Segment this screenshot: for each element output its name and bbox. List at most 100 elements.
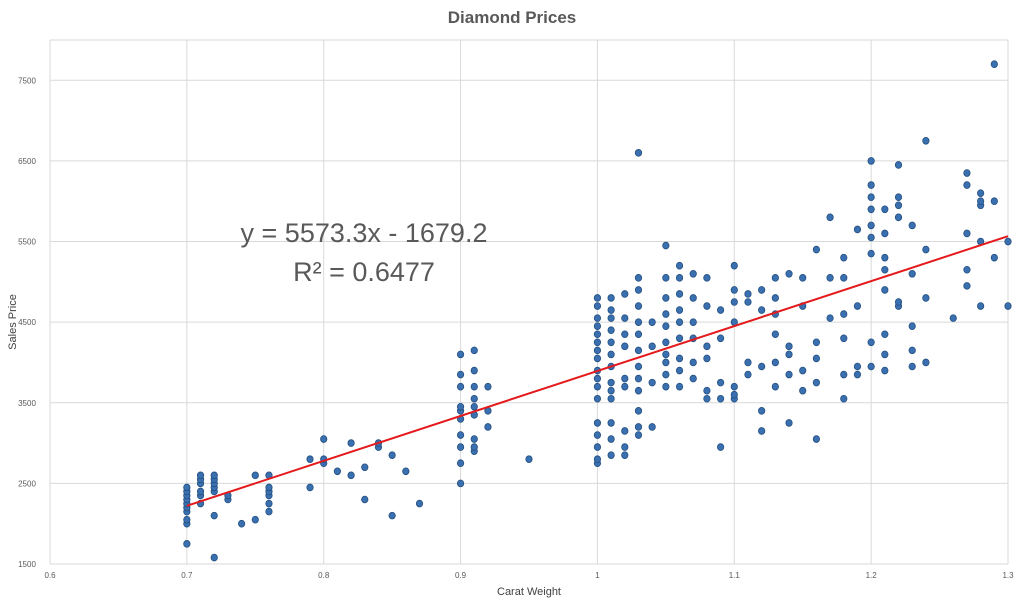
- data-point: [758, 306, 766, 314]
- data-point: [470, 366, 478, 375]
- data-point: [894, 298, 903, 306]
- data-point: [908, 221, 916, 230]
- data-point: [771, 382, 779, 391]
- data-point: [730, 390, 738, 399]
- data-point: [771, 358, 779, 367]
- data-point: [607, 326, 615, 335]
- data-point: [607, 435, 615, 443]
- data-point: [744, 370, 752, 379]
- x-tick-label: 1.2: [866, 571, 878, 580]
- data-point: [634, 286, 643, 294]
- data-point: [922, 358, 930, 367]
- data-point: [853, 370, 862, 379]
- data-point: [812, 378, 821, 387]
- data-point: [593, 455, 602, 464]
- data-point: [456, 479, 465, 488]
- gridlines: [49, 39, 1009, 565]
- data-point: [634, 302, 643, 310]
- data-point: [730, 286, 738, 294]
- data-point: [963, 265, 971, 274]
- data-point: [456, 370, 465, 379]
- data-point: [593, 431, 602, 439]
- data-point: [648, 378, 656, 387]
- data-point: [908, 346, 916, 355]
- data-point: [881, 286, 889, 294]
- data-point: [306, 483, 314, 492]
- data-point: [840, 310, 848, 318]
- data-point: [812, 338, 821, 347]
- x-tick-label: 0.9: [455, 571, 467, 580]
- data-point: [456, 350, 465, 359]
- x-axis-label: Carat Weight: [497, 586, 561, 598]
- data-point: [593, 354, 602, 363]
- data-point: [840, 274, 848, 282]
- data-point: [607, 451, 615, 459]
- data-point: [470, 435, 478, 443]
- data-point: [867, 193, 875, 202]
- data-point: [675, 306, 684, 314]
- data-point: [703, 394, 711, 403]
- data-point: [607, 350, 615, 359]
- data-point: [867, 249, 875, 258]
- x-tick-labels: 0.6 0.7 0.8 0.9 1 1.1 1.2 1.3: [44, 571, 1014, 580]
- data-point: [183, 483, 191, 492]
- data-point: [593, 322, 602, 330]
- data-point: [634, 407, 643, 415]
- data-point: [689, 374, 697, 383]
- y-tick-label: 3500: [18, 399, 36, 408]
- data-point: [675, 318, 684, 326]
- data-point: [621, 290, 629, 298]
- data-point: [593, 294, 602, 302]
- data-point: [990, 253, 998, 262]
- data-point: [634, 318, 643, 326]
- data-point: [265, 483, 273, 492]
- data-point: [607, 419, 615, 427]
- data-point: [196, 487, 205, 496]
- data-point: [908, 322, 916, 330]
- trendline: [186, 235, 1009, 507]
- data-point: [675, 366, 684, 375]
- x-tick-label: 0.8: [318, 571, 330, 580]
- data-point: [826, 213, 834, 222]
- data-points: [183, 60, 1012, 562]
- data-point: [634, 362, 643, 371]
- data-point: [634, 149, 643, 157]
- data-point: [470, 402, 478, 411]
- data-point: [456, 431, 465, 439]
- x-tick-label: 0.6: [44, 571, 56, 580]
- data-point: [840, 253, 848, 262]
- data-point: [826, 314, 834, 322]
- data-point: [484, 423, 492, 431]
- data-point: [183, 540, 191, 548]
- data-point: [238, 519, 246, 528]
- data-point: [210, 471, 218, 480]
- data-point: [785, 342, 793, 351]
- data-point: [662, 241, 670, 250]
- data-point: [388, 511, 396, 520]
- data-point: [662, 274, 670, 282]
- data-point: [758, 427, 766, 435]
- data-point: [265, 507, 273, 516]
- data-point: [758, 362, 766, 371]
- data-point: [607, 338, 615, 347]
- data-point: [662, 322, 670, 330]
- data-point: [662, 294, 670, 302]
- data-point: [634, 346, 643, 355]
- data-point: [963, 229, 971, 238]
- data-point: [703, 342, 711, 351]
- data-point: [812, 354, 821, 363]
- data-point: [456, 443, 465, 451]
- data-point: [730, 382, 738, 391]
- data-point: [730, 261, 738, 270]
- x-tick-label: 0.7: [181, 571, 193, 580]
- data-point: [730, 298, 738, 306]
- data-point: [662, 370, 670, 379]
- data-point: [361, 463, 369, 472]
- data-point: [456, 459, 465, 468]
- data-point: [634, 423, 643, 431]
- data-point: [621, 451, 629, 459]
- data-point: [265, 499, 273, 508]
- data-point: [593, 374, 602, 383]
- data-point: [662, 358, 670, 367]
- data-point: [963, 181, 971, 189]
